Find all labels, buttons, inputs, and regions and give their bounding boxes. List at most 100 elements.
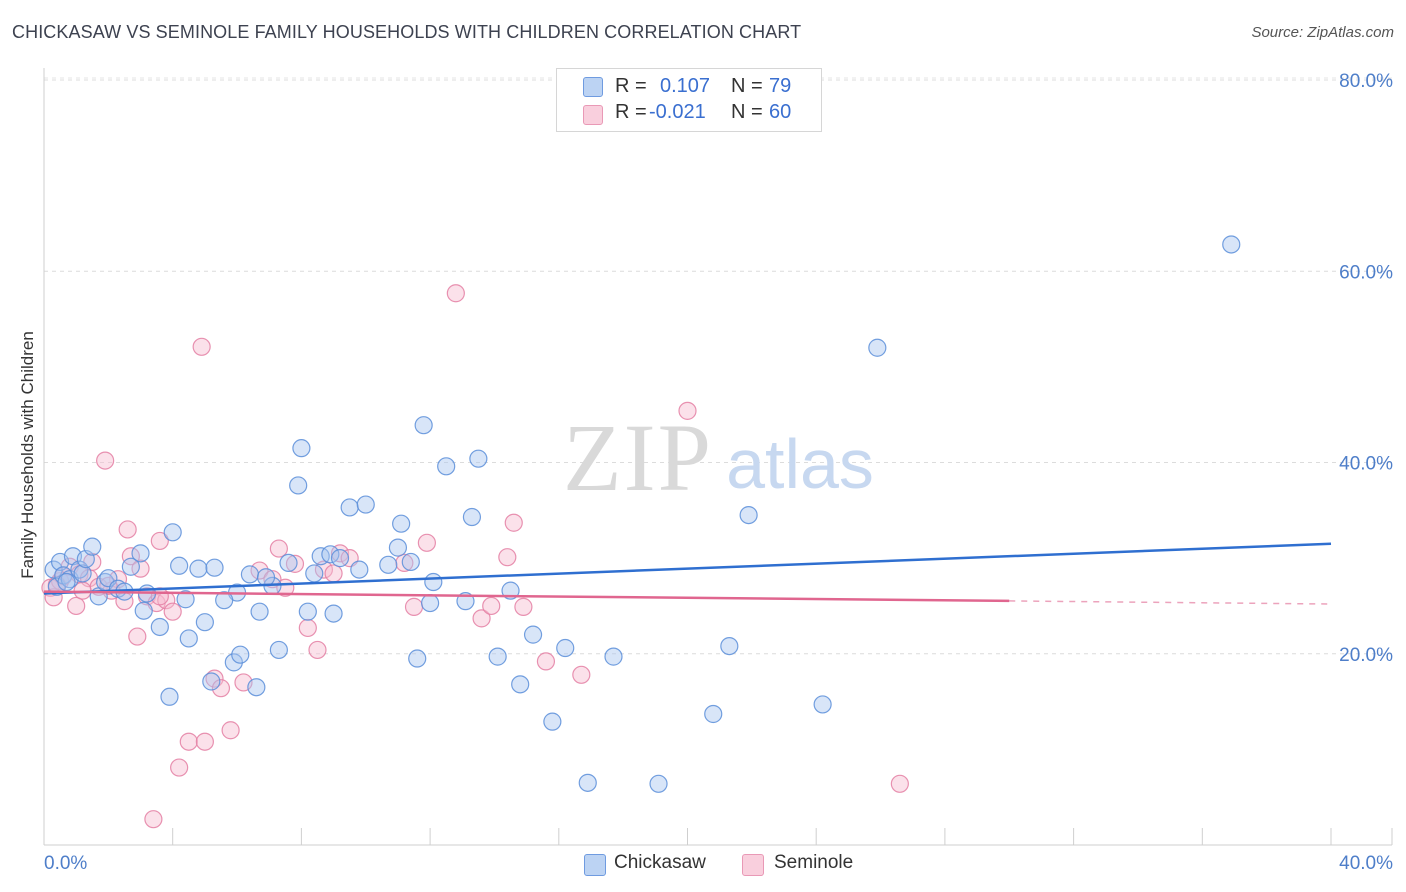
chickasaw-point xyxy=(462,507,482,527)
y-tick-label: 20.0% xyxy=(1339,645,1393,666)
x-tick-label: 0.0% xyxy=(44,853,87,874)
chickasaw-point xyxy=(256,568,276,587)
chickasaw-point xyxy=(163,523,182,542)
chickasaw-swatch xyxy=(583,77,603,97)
chickasaw-point xyxy=(424,572,443,592)
chickasaw-point xyxy=(269,640,288,660)
seminole-point xyxy=(285,554,305,573)
source-label: Source: ZipAtlas.com xyxy=(1251,24,1394,41)
chickasaw-point xyxy=(247,678,266,697)
seminole-point xyxy=(395,553,414,573)
chickasaw-point xyxy=(189,559,208,578)
chickasaw-point xyxy=(388,538,408,557)
chickasaw-point xyxy=(437,457,456,476)
chickasaw-legend-swatch xyxy=(584,854,606,876)
chickasaw-point xyxy=(330,549,350,568)
chickasaw-point xyxy=(649,774,668,793)
tick-labels: 20.0% 40.0% 60.0% 80.0% 0.0% 40.0% xyxy=(44,71,1393,874)
chickasaw-point xyxy=(392,514,411,533)
legend-n-value: 60 xyxy=(769,101,792,123)
seminole-point xyxy=(308,640,327,660)
chickasaw-point xyxy=(131,544,150,563)
seminole-point xyxy=(324,564,343,583)
seminole-point xyxy=(250,561,269,580)
seminole-point xyxy=(269,539,288,558)
seminole-point xyxy=(205,669,224,688)
chart-title: CHICKASAW VS SEMINOLE FAMILY HOUSEHOLDS … xyxy=(12,22,802,42)
legend-n-label: N = xyxy=(731,75,763,97)
legend-row-chickasaw: R = 0.107 N = 79 xyxy=(557,73,821,101)
seminole-swatch xyxy=(583,105,603,125)
seminole-point xyxy=(504,513,523,532)
chickasaw-point xyxy=(83,537,102,556)
chickasaw-point xyxy=(350,560,369,579)
seminole-point xyxy=(536,652,556,671)
chickasaw-point xyxy=(289,476,308,495)
chickasaw-point xyxy=(202,672,221,691)
chickasaw-point xyxy=(421,593,440,613)
legend-r-value: -0.021 xyxy=(649,101,706,123)
seminole-point xyxy=(678,401,697,420)
chickasaw-point xyxy=(321,545,340,564)
chickasaw-point xyxy=(292,439,311,458)
seminole-legend-label: Seminole xyxy=(774,852,854,873)
chickasaw-point xyxy=(340,498,359,517)
chickasaw-point xyxy=(231,645,250,664)
seminole-point xyxy=(572,665,591,684)
seminole-point xyxy=(890,774,909,793)
seminole-point xyxy=(417,533,436,552)
watermark: ZIP atlas xyxy=(563,404,874,511)
chickasaw-point xyxy=(57,572,76,592)
legend-n-value: 79 xyxy=(769,75,792,97)
chickasaw-point xyxy=(179,629,198,648)
seminole-point xyxy=(482,596,501,616)
chickasaw-point xyxy=(813,695,832,714)
chickasaw-point xyxy=(279,553,298,573)
seminole-point xyxy=(163,602,182,621)
seminole-point xyxy=(330,544,350,563)
x-tick-label: 40.0% xyxy=(1339,853,1393,874)
legend-r-label: R = xyxy=(615,101,647,123)
chickasaw-point xyxy=(401,552,420,572)
chickasaw-legend-label: Chickasaw xyxy=(614,852,706,873)
seminole-legend-swatch xyxy=(742,854,764,876)
chickasaw-point xyxy=(305,564,324,583)
seminole-point xyxy=(221,721,240,740)
legend-r-label: R = xyxy=(615,75,647,97)
seminole-point xyxy=(128,627,147,646)
seminole-point xyxy=(404,597,424,616)
chickasaw-point xyxy=(250,602,269,621)
seminole-point xyxy=(514,597,533,616)
chickasaw-points xyxy=(44,235,1241,793)
chickasaw-point xyxy=(121,557,140,576)
chickasaw-point xyxy=(356,495,375,514)
chickasaw-point xyxy=(720,636,739,656)
chickasaw-point xyxy=(414,416,433,435)
watermark-atlas: atlas xyxy=(726,425,874,503)
chickasaw-point xyxy=(868,338,887,357)
trend-lines xyxy=(43,542,1332,605)
chickasaw-point xyxy=(73,564,92,583)
chickasaw-point xyxy=(324,604,343,623)
chickasaw-point xyxy=(704,704,723,724)
chickasaw-point xyxy=(176,590,195,609)
chickasaw-point xyxy=(240,565,260,584)
seminole-point xyxy=(211,679,231,698)
chickasaw-point xyxy=(215,591,234,610)
chickasaw-point xyxy=(739,505,758,525)
chickasaw-point xyxy=(195,613,214,632)
chickasaw-point xyxy=(604,647,623,666)
seminole-point xyxy=(144,810,163,829)
seminole-point xyxy=(472,609,491,628)
chickasaw-point xyxy=(408,649,427,668)
seminole-point xyxy=(96,451,115,470)
chickasaw-trend-line xyxy=(43,542,1332,595)
legend-r-value: 0.107 xyxy=(660,75,711,97)
chickasaw-point xyxy=(379,555,398,574)
seminole-point xyxy=(298,618,317,638)
chickasaw-point xyxy=(150,617,169,637)
chickasaw-point xyxy=(578,773,597,792)
seminole-point xyxy=(170,758,189,777)
chickasaw-point xyxy=(523,625,543,644)
